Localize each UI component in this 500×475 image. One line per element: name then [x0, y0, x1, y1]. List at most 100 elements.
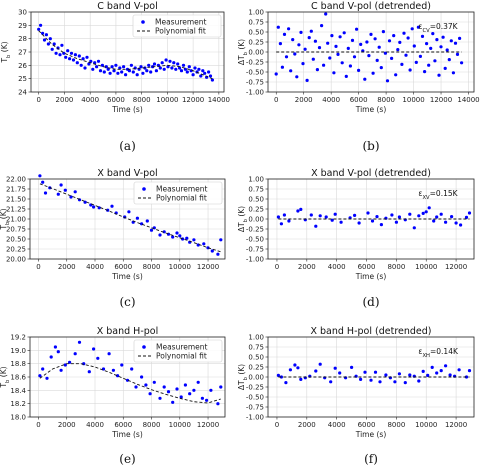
data-point [148, 392, 152, 396]
data-point [427, 206, 431, 210]
data-point [299, 30, 303, 34]
data-point [92, 347, 96, 351]
data-point [160, 61, 164, 65]
data-point [333, 366, 337, 370]
data-point [56, 192, 60, 196]
data-point [453, 41, 458, 45]
data-point [355, 27, 359, 31]
x-tick-label: 10000 [415, 421, 437, 429]
data-point [38, 374, 42, 378]
data-point [171, 400, 175, 404]
data-point [336, 52, 340, 57]
y-tick-label: 21.75 [6, 186, 26, 194]
data-point [390, 56, 394, 61]
data-point [164, 58, 168, 62]
data-point [454, 221, 458, 225]
data-point [209, 388, 213, 392]
data-point [441, 35, 445, 39]
chart-title: X band H-pol (detrended) [310, 326, 431, 337]
y-tick-label: 0.50 [248, 354, 264, 362]
data-point [68, 360, 72, 364]
data-point [71, 58, 76, 62]
data-point [280, 65, 284, 69]
data-point [397, 372, 401, 376]
data-point [75, 61, 79, 65]
data-point [152, 380, 156, 384]
data-point [127, 69, 131, 73]
data-point [295, 75, 299, 79]
data-point [85, 55, 89, 59]
data-point [98, 69, 103, 73]
data-point [284, 55, 289, 59]
y-tick-label: 0.00 [248, 49, 264, 57]
data-point [210, 78, 214, 82]
y-tick-label: 0.50 [248, 29, 264, 37]
x-tick-label: 6000 [350, 96, 368, 104]
data-point [318, 214, 322, 218]
data-point [158, 396, 162, 400]
x-tick-label: 12000 [182, 96, 204, 104]
data-point [46, 42, 51, 46]
x-tick-label: 6000 [107, 96, 125, 104]
y-tick-label: 0.00 [248, 374, 264, 382]
data-point [333, 212, 337, 216]
panel-5: 0 2000 4000 6000 8000 10000 12000 18.0 18.2 18.4 1… [0, 326, 226, 466]
data-point [141, 71, 145, 75]
data-point [305, 78, 309, 82]
data-point [338, 371, 342, 375]
data-point [116, 374, 120, 378]
y-tick-label: 21.00 [6, 216, 26, 224]
data-point [299, 377, 303, 381]
data-point [357, 68, 361, 72]
data-point [185, 236, 189, 240]
x-tick-label: 2000 [58, 263, 76, 271]
data-point [309, 29, 313, 33]
data-point [41, 180, 45, 184]
data-point [41, 367, 45, 371]
data-point [200, 396, 204, 400]
plot-frame [30, 11, 225, 93]
data-point [208, 74, 213, 78]
data-point [348, 64, 352, 68]
x-tick-label: 12000 [197, 263, 219, 271]
data-point [135, 216, 139, 220]
rms-annotation: εXV=0.15K [418, 189, 458, 201]
fit-line [38, 30, 213, 80]
x-tick-label: 10000 [169, 263, 191, 271]
data-point [427, 63, 431, 67]
data-point [140, 375, 144, 379]
data-point [406, 36, 410, 40]
data-point [307, 36, 311, 40]
data-point [340, 61, 344, 65]
data-point [171, 235, 175, 239]
panel-caption: (c) [119, 295, 135, 309]
y-tick-label: 27 [18, 49, 27, 57]
data-point [375, 215, 379, 219]
x-tick-label: 0 [36, 421, 40, 429]
data-point [129, 63, 133, 67]
y-tick-label: 18.6 [10, 374, 26, 382]
data-point [95, 65, 99, 69]
data-point [175, 231, 179, 235]
data-point [385, 79, 390, 83]
x-tick-label: 2000 [295, 96, 313, 104]
data-point [424, 210, 428, 214]
data-point [158, 233, 162, 237]
data-point [367, 54, 371, 58]
rms-annotation: εCV=0.37K [418, 22, 458, 34]
data-point [175, 387, 179, 391]
data-point [291, 38, 295, 42]
y-tick-label: 20.00 [6, 256, 26, 264]
y-tick-label: 18.2 [10, 400, 26, 408]
data-point [166, 232, 171, 236]
data-point [279, 222, 283, 226]
y-axis-label: ΔTb (K) [237, 364, 249, 390]
data-point [201, 69, 205, 73]
data-point [73, 352, 77, 356]
data-point [459, 223, 463, 227]
panel-1: 0 2000 4000 6000 8000 10000 12000 14000 24 25 26 27… [0, 1, 230, 153]
data-point [207, 70, 211, 74]
data-point [408, 373, 412, 377]
data-point [338, 35, 342, 39]
data-point [53, 345, 58, 349]
